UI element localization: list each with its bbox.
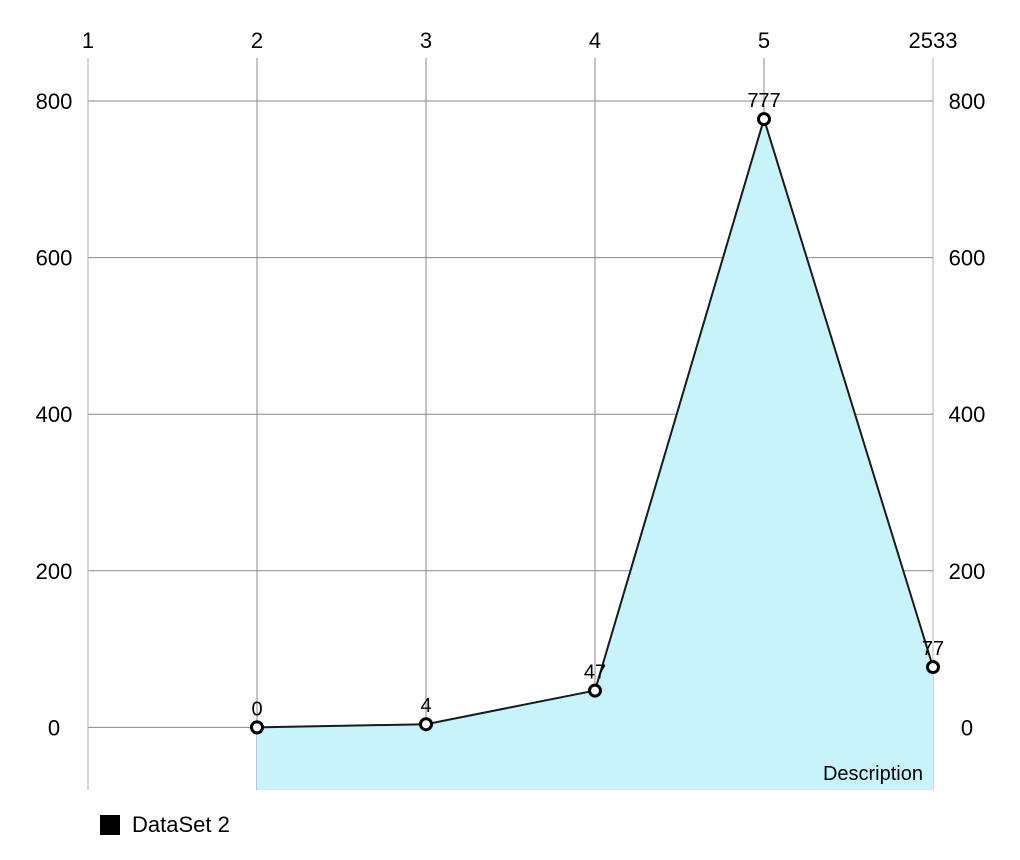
data-point (419, 717, 433, 732)
y-tick-label-left: 400 (36, 402, 73, 427)
x-tick-label: 3 (420, 28, 432, 53)
x-tick-label: 1 (82, 28, 94, 53)
y-tick-label-left: 0 (48, 715, 60, 740)
area-fill (257, 119, 933, 790)
data-point (588, 683, 602, 698)
y-tick-label-left: 600 (36, 246, 73, 271)
data-label: 77 (922, 638, 944, 660)
data-point (926, 660, 940, 675)
data-label: 777 (747, 90, 780, 112)
tick-labels: 1 2 3 4 5 2533 0 0 200 200 400 400 600 600 800 800 (36, 28, 986, 740)
chart-description: Description (823, 763, 923, 785)
y-tick-label-right: 400 (949, 402, 986, 427)
x-tick-label: 5 (758, 28, 770, 53)
data-point (757, 112, 771, 127)
y-tick-label-left: 200 (36, 559, 73, 584)
data-label: 47 (584, 662, 606, 684)
x-tick-label: 4 (589, 28, 601, 53)
legend-swatch (100, 815, 120, 835)
y-tick-label-right: 200 (949, 559, 986, 584)
data-point (250, 720, 264, 735)
legend: DataSet 2 (100, 812, 230, 838)
y-tick-label-right: 0 (961, 715, 973, 740)
legend-label: DataSet 2 (132, 812, 230, 837)
data-label: 4 (420, 695, 431, 717)
x-tick-label: 2 (251, 28, 263, 53)
y-tick-label-left: 800 (36, 89, 73, 114)
data-label: 0 (251, 698, 262, 720)
data-markers (250, 112, 940, 735)
y-tick-label-right: 800 (949, 89, 986, 114)
y-tick-label-right: 600 (949, 246, 986, 271)
x-tick-label: 2533 (909, 28, 958, 53)
